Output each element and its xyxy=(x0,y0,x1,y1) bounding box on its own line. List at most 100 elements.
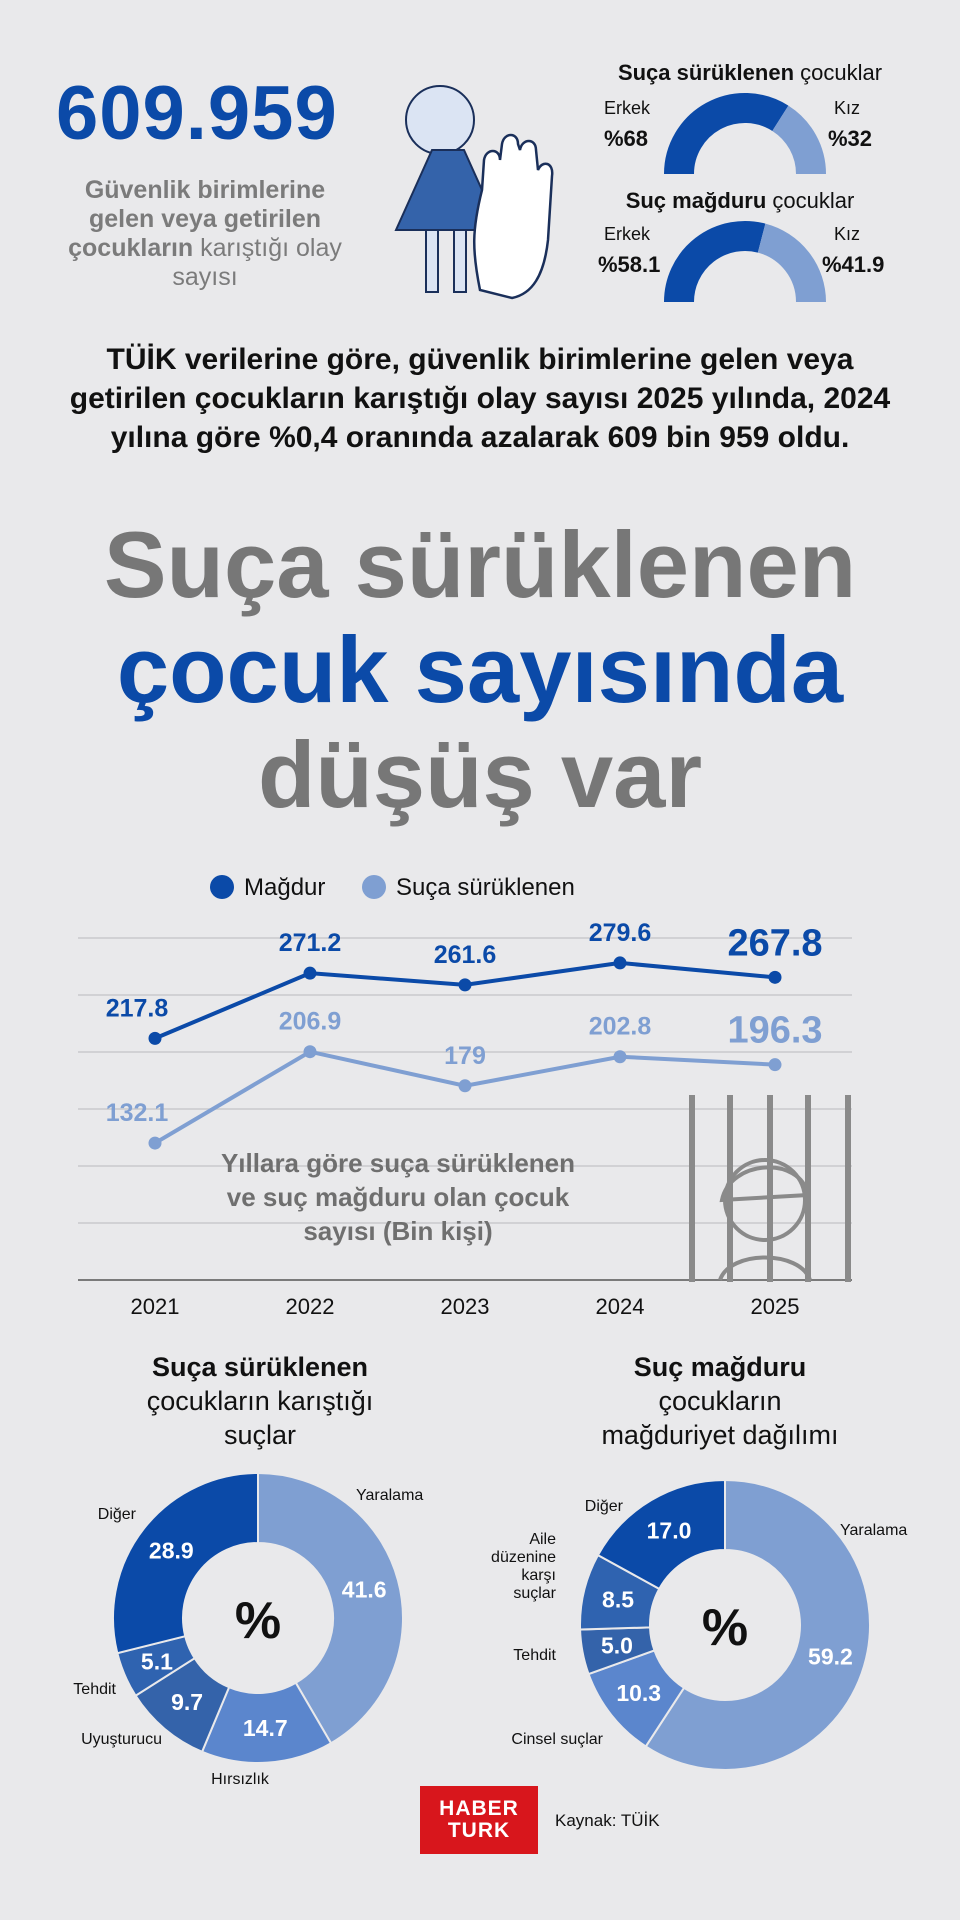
headline-line2: çocuk sayısında xyxy=(116,617,844,722)
logo-line2: TURK xyxy=(447,1819,511,1842)
x-tick-label: 2024 xyxy=(596,1294,645,1319)
data-label: 206.9 xyxy=(279,1008,342,1036)
total-incident-count: 609.959 xyxy=(56,71,338,156)
line-chart-title: Yıllara göre suça sürüklenen ve suç mağdu… xyxy=(221,1148,575,1246)
data-label: 271.2 xyxy=(279,929,342,957)
slice-category-label: Diğer xyxy=(585,1498,624,1515)
line-chart-legend: Mağdur Suça sürüklenen xyxy=(210,874,605,902)
gauge1-female-arc xyxy=(771,105,826,175)
gauge2-title-rest: çocuklar xyxy=(766,188,855,213)
data-point xyxy=(148,1031,162,1045)
gauge1-right-value: %32 xyxy=(828,126,873,151)
gauge2-left-value: %58.1 xyxy=(598,252,661,277)
donut1-title-line2: çocukların karıştığı xyxy=(146,1386,374,1416)
slice-category-label: Cinsel suçlar xyxy=(511,1731,603,1748)
slice-value-label: 59.2 xyxy=(808,1643,853,1669)
donut1-title-bold: Suça sürüklenen xyxy=(151,1352,369,1382)
data-label: 202.8 xyxy=(589,1013,652,1041)
gauge2-left-label: Erkek xyxy=(604,224,651,244)
description-rest: karıştığı olay sayısı xyxy=(172,234,342,291)
donut2-title-bold: Suç mağduru xyxy=(633,1352,807,1382)
headline-line1: Suça sürüklenen xyxy=(103,512,857,617)
donut1-chart: 41.6 Yaralama 14.7 Hırsızlık 9.7 Uyuşturucu 5.… xyxy=(73,1471,423,1788)
data-point xyxy=(613,956,627,970)
x-tick-label: 2023 xyxy=(441,1294,490,1319)
data-label: 261.6 xyxy=(434,941,497,969)
pie-slice xyxy=(596,1478,726,1591)
data-point xyxy=(303,966,317,980)
data-point xyxy=(303,1045,317,1059)
gauge2-right-value: %41.9 xyxy=(822,252,885,277)
x-tick-label: 2025 xyxy=(751,1294,800,1319)
legend-item-offender: Suça sürüklenen xyxy=(362,874,575,902)
data-point xyxy=(768,1058,782,1072)
data-label: 267.8 xyxy=(727,922,822,964)
legend-label-offender: Suça sürüklenen xyxy=(396,874,575,901)
slice-category-label: Tehdit xyxy=(513,1647,556,1664)
donut1-title-line3: suçlar xyxy=(223,1420,297,1450)
x-tick-label: 2021 xyxy=(131,1294,180,1319)
logo-line1: HABER xyxy=(439,1797,519,1820)
data-label: 217.8 xyxy=(106,994,169,1022)
slice-value-label: 9.7 xyxy=(171,1689,203,1715)
slice-value-label: 28.9 xyxy=(149,1537,194,1563)
slice-category-label: Aile düzenine karşı suçlar xyxy=(491,1531,557,1602)
donut-center-label: % xyxy=(235,1592,281,1650)
series-line-0 xyxy=(154,960,776,1041)
slice-value-label: 5.0 xyxy=(601,1633,633,1659)
slice-value-label: 8.5 xyxy=(602,1586,634,1612)
data-point xyxy=(148,1136,162,1150)
slice-category-label: Yaralama xyxy=(356,1487,423,1504)
data-point xyxy=(613,1050,627,1064)
gauge2-arc xyxy=(664,221,826,303)
donut2-title-line3: mağduriyet dağılımı xyxy=(601,1420,839,1450)
gauge2-title: Suç mağduru çocuklar xyxy=(580,188,900,214)
data-label: 196.3 xyxy=(727,1010,822,1052)
data-point xyxy=(768,970,782,984)
headline-line3: düşüş var xyxy=(257,722,703,827)
slice-category-label: Uyuşturucu xyxy=(81,1731,162,1748)
gauge1-arc xyxy=(664,93,826,175)
donut1-title: Suça sürüklenen çocukların karıştığı suç… xyxy=(80,1350,440,1452)
slice-category-label: Hırsızlık xyxy=(211,1771,270,1788)
child-stop-hand-illustration xyxy=(394,85,554,300)
data-label: 179 xyxy=(444,1042,486,1070)
data-point xyxy=(458,1079,472,1093)
legend-item-victim: Mağdur xyxy=(210,874,325,902)
slice-category-label: Tehdit xyxy=(73,1681,116,1698)
gauge1-left-value: %68 xyxy=(604,126,649,151)
legend-dot-victim xyxy=(210,875,234,899)
donut2-title-line2: çocukların xyxy=(658,1386,782,1416)
gauge1-right-label: Kız xyxy=(834,98,861,118)
legend-dot-offender xyxy=(362,875,387,899)
gauge1-title-bold: Suça sürüklenen xyxy=(617,60,795,85)
x-tick-label: 2022 xyxy=(286,1294,335,1319)
slice-category-label: Diğer xyxy=(98,1506,137,1523)
lead-paragraph: TÜİK verilerine göre, güvenlik birimleri… xyxy=(69,343,891,454)
gauge2-right-label: Kız xyxy=(834,224,861,244)
slice-value-label: 10.3 xyxy=(616,1680,661,1706)
slice-value-label: 17.0 xyxy=(647,1517,692,1543)
data-point xyxy=(458,978,472,992)
slice-value-label: 14.7 xyxy=(243,1715,288,1741)
source-note: Kaynak: TÜİK xyxy=(555,1811,660,1830)
slice-category-label: Yaralama xyxy=(840,1522,907,1539)
data-label: 132.1 xyxy=(106,1099,169,1127)
data-label: 279.6 xyxy=(589,919,652,947)
donut2-chart: 59.2 Yaralama 10.3 Cinsel suçlar 5.0 Tehdit 8.… xyxy=(491,1478,907,1771)
gauge2-title-bold: Suç mağduru xyxy=(625,188,767,213)
gauge1-title: Suça sürüklenen çocuklar xyxy=(590,60,910,86)
gauge1-male-arc xyxy=(664,93,789,175)
slice-value-label: 41.6 xyxy=(342,1576,387,1602)
donut-center-label: % xyxy=(702,1599,748,1657)
pie-slice xyxy=(644,1478,871,1771)
haberturk-logo: HABER TURK xyxy=(420,1786,538,1854)
gauge1-title-rest: çocuklar xyxy=(794,60,883,85)
total-incident-description: Güvenlik birimlerine gelen veya getirile… xyxy=(60,176,350,292)
pie-slice xyxy=(112,1471,259,1655)
gauge2-female-arc xyxy=(757,223,826,303)
jail-bars-illustration xyxy=(689,1095,851,1282)
gauge2-male-arc xyxy=(664,221,766,303)
slice-value-label: 5.1 xyxy=(141,1648,173,1674)
pie-slice xyxy=(257,1471,404,1745)
